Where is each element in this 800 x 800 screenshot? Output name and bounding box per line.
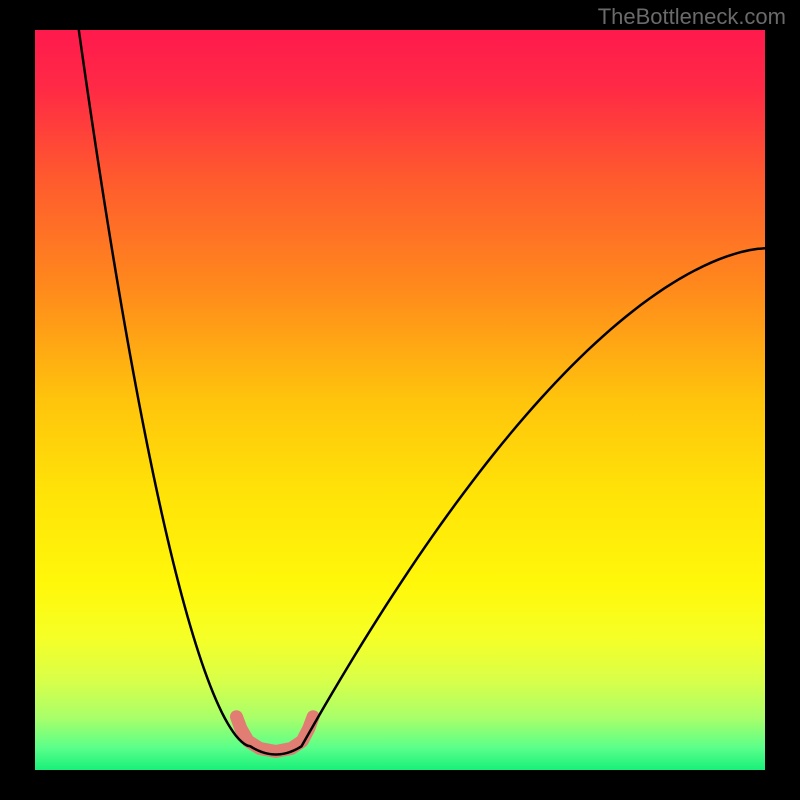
chart-container: TheBottleneck.com (0, 0, 800, 800)
bottleneck-curve-chart (0, 0, 800, 800)
watermark-text: TheBottleneck.com (598, 4, 786, 30)
plot-background (35, 30, 765, 770)
